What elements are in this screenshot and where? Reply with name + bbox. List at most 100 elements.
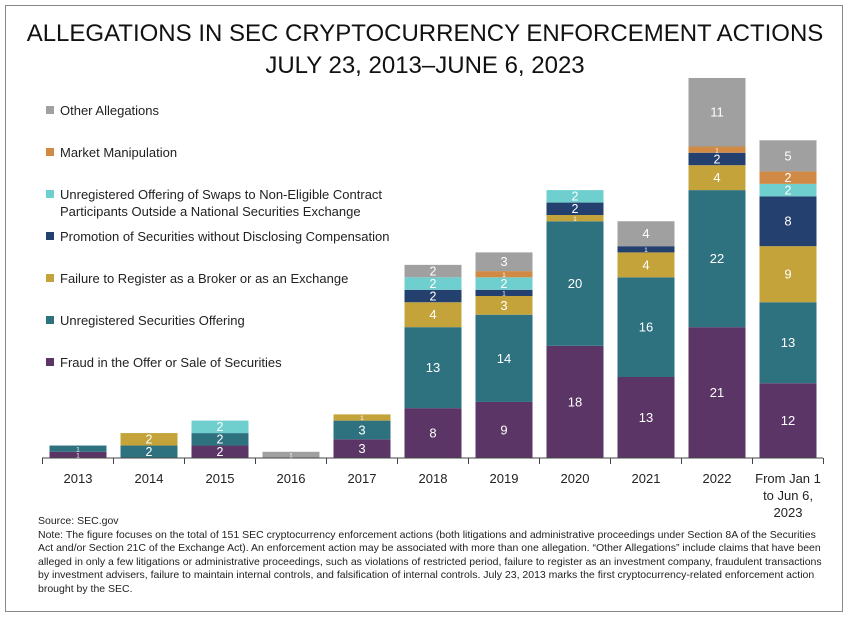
legend-swatch (46, 190, 54, 198)
chart-subtitle: JULY 23, 2013–JUNE 6, 2023 (265, 52, 585, 79)
bar-segment (191, 445, 249, 458)
value-label: 2 (146, 433, 153, 447)
value-label: 2 (714, 152, 721, 166)
bar-segment (617, 377, 675, 458)
bar-segment (404, 277, 462, 290)
bar-segment (475, 296, 533, 315)
bar-segment (688, 327, 746, 458)
bar-segment (617, 246, 675, 253)
value-label: 1 (360, 415, 364, 422)
bar-segment (546, 215, 604, 222)
value-label: 2 (572, 190, 579, 204)
value-label: 4 (713, 170, 720, 185)
value-label: 3 (358, 441, 365, 456)
value-label: 1 (715, 147, 719, 154)
bar-segment (49, 451, 107, 458)
bar-segment (191, 433, 249, 446)
legend-label: Fraud in the Offer or Sale of Securities (60, 355, 282, 370)
x-tick-label: 2014 (134, 471, 164, 486)
legend-item: Other Allegations (46, 102, 400, 119)
value-label: 2 (217, 445, 224, 459)
bar-segment (475, 401, 533, 458)
bar-segment (546, 221, 604, 346)
value-label: 2 (501, 277, 508, 291)
bar-segment (475, 252, 533, 272)
bar-segment (475, 277, 533, 290)
value-label: 1 (502, 291, 506, 298)
bar-segment (759, 183, 817, 197)
legend-item: Promotion of Securities without Disclosi… (46, 228, 400, 245)
x-tick-label: 2013 (63, 471, 93, 486)
note: Note: The figure focuses on the total of… (38, 528, 822, 595)
value-label: 3 (500, 254, 507, 269)
bar-segment (617, 252, 675, 278)
legend-swatch (46, 232, 54, 240)
value-label: 2 (430, 264, 437, 278)
bar-segment (759, 302, 817, 384)
bar-segment (759, 171, 817, 184)
bar-segment (617, 221, 675, 247)
bar-segment (404, 408, 462, 458)
bar-segment (759, 383, 817, 458)
legend-label: Failure to Register as a Broker or as an… (60, 271, 349, 286)
value-label: 4 (642, 226, 649, 241)
value-label: 1 (289, 453, 293, 460)
legend-label: Unregistered Securities Offering (60, 313, 245, 328)
value-label: 2 (217, 433, 224, 447)
legend-label: Market Manipulation (60, 145, 178, 160)
bar-segment (688, 77, 746, 147)
value-label: 1 (502, 272, 506, 279)
value-label: 3 (358, 422, 365, 437)
bar-segment (404, 264, 462, 278)
legend-item: Unregistered Offering of Swaps to Non-El… (46, 186, 400, 220)
bar-segment (404, 289, 462, 303)
bar-segment (475, 271, 533, 278)
value-label: 18 (568, 394, 582, 409)
legend-label: Unregistered Offering of Swaps to Non-El… (60, 187, 383, 219)
bar-segment (688, 165, 746, 191)
bar-segment (759, 246, 817, 303)
value-label: 9 (784, 267, 791, 282)
value-label: 2 (785, 171, 792, 185)
x-tick-label: 2022 (702, 471, 732, 486)
value-label: 13 (781, 335, 795, 350)
x-tick-label: 2017 (347, 471, 377, 486)
value-label: 5 (784, 148, 791, 163)
bar-segment (688, 190, 746, 328)
bar-segment (120, 445, 178, 458)
value-label: 13 (426, 360, 440, 375)
x-tick-label: 2015 (205, 471, 235, 486)
legend-swatch (46, 148, 54, 156)
bar-segment (688, 146, 746, 153)
bar-segment (262, 451, 320, 458)
value-label: 4 (429, 307, 436, 322)
value-label: 2 (146, 445, 153, 459)
bar-segment (759, 196, 817, 247)
value-label: 4 (642, 257, 649, 272)
x-tick-label: 2020 (560, 471, 590, 486)
value-label: 2 (217, 420, 224, 434)
legend-swatch (46, 358, 54, 366)
bar-segment (546, 345, 604, 458)
value-label: 8 (784, 214, 791, 229)
legend-item: Market Manipulation (46, 144, 400, 161)
bar-segment (475, 314, 533, 402)
legend-label: Promotion of Securities without Disclosi… (60, 229, 390, 244)
value-label: 1 (644, 247, 648, 254)
bar-segment (191, 420, 249, 434)
value-label: 13 (639, 410, 653, 425)
value-label: 2 (572, 202, 579, 216)
value-label: 12 (781, 413, 795, 428)
bar-segment (546, 202, 604, 216)
x-tick-label: 2021 (631, 471, 661, 486)
legend-label: Other Allegations (60, 103, 160, 118)
value-label: 1 (76, 446, 80, 453)
value-label: 2 (430, 277, 437, 291)
legend-item: Unregistered Securities Offering (46, 312, 400, 329)
bar-segment (120, 433, 178, 446)
value-label: 22 (710, 251, 724, 266)
value-label: 16 (639, 320, 653, 335)
bar-segment (759, 140, 817, 172)
